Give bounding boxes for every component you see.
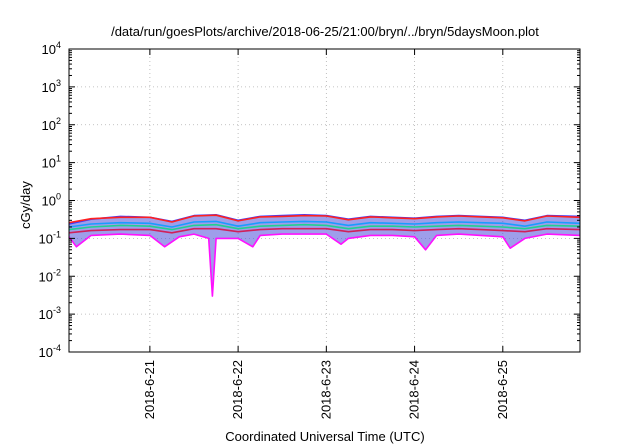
y-tick-exponent: -2 bbox=[53, 267, 61, 277]
series-line-4 bbox=[68, 223, 581, 231]
y-tick-label: 10-3 bbox=[39, 305, 61, 322]
y-tick-exponent: 0 bbox=[56, 192, 61, 202]
y-tick-label: 10-1 bbox=[39, 229, 61, 246]
y-tick-exponent: -1 bbox=[53, 229, 61, 239]
series-line-5 bbox=[68, 227, 581, 234]
y-axis-label: cGy/day bbox=[18, 181, 33, 229]
y-tick-label: 101 bbox=[42, 154, 61, 171]
y-tick-label: 102 bbox=[42, 116, 61, 133]
grid bbox=[69, 48, 580, 353]
x-axis: 2018-6-21 2018-6-22 2018-6-23 2018-6-24 2018… bbox=[142, 49, 510, 419]
y-tick-label: 100 bbox=[42, 192, 61, 209]
y-tick-exponent: -4 bbox=[53, 343, 61, 353]
y-tick-label: 103 bbox=[42, 78, 61, 95]
series-layer bbox=[68, 214, 581, 297]
x-tick-label: 2018-6-25 bbox=[495, 360, 510, 419]
y-tick-exponent: 3 bbox=[56, 78, 61, 88]
y-tick-label: 10-2 bbox=[39, 267, 61, 284]
x-axis-label: Coordinated Universal Time (UTC) bbox=[225, 429, 424, 444]
y-tick-exponent: 4 bbox=[56, 40, 61, 50]
chart-title: /data/run/goesPlots/archive/2018-06-25/2… bbox=[111, 24, 539, 39]
series-line-2 bbox=[68, 214, 581, 224]
series-line-6 bbox=[68, 233, 581, 297]
y-tick-exponent: -3 bbox=[53, 305, 61, 315]
y-tick-exponent: 1 bbox=[56, 154, 61, 164]
x-tick-label: 2018-6-21 bbox=[142, 360, 157, 419]
y-tick-exponent: 2 bbox=[56, 116, 61, 126]
x-tick-label: 2018-6-23 bbox=[318, 360, 333, 419]
y-tick-label: 104 bbox=[42, 40, 61, 57]
x-tick-label: 2018-6-22 bbox=[230, 360, 245, 419]
series-line-3 bbox=[68, 220, 581, 228]
x-tick-label: 2018-6-24 bbox=[407, 360, 422, 419]
y-tick-label: 10-4 bbox=[39, 343, 61, 360]
